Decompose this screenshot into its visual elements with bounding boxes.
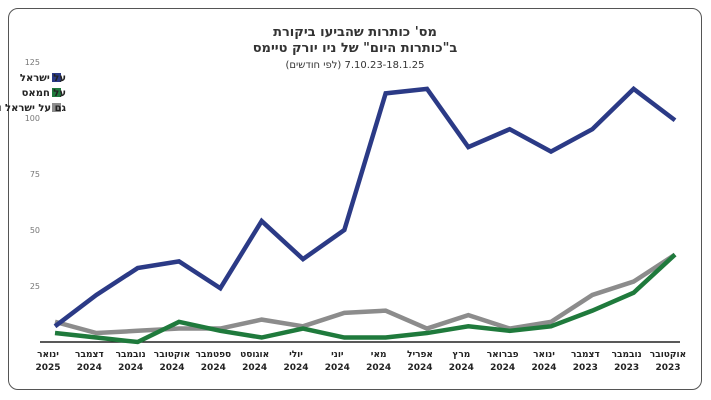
x-tick-month: מאי [371, 350, 387, 360]
x-tick-month: יולי [289, 350, 303, 360]
x-tick-month: נובמבר [612, 350, 642, 360]
legend-swatch-1 [52, 88, 61, 97]
x-tick-year: 2024 [77, 363, 102, 373]
legend: על ישראל על חמאס גם על ישראל וגם על חמאס [0, 73, 67, 114]
x-tick-year: 2024 [407, 363, 432, 373]
legend-swatch-0 [52, 73, 61, 82]
y-tick-label: 125 [25, 58, 40, 67]
x-tick-year: 2024 [366, 363, 391, 373]
x-tick-year: 2025 [35, 363, 60, 373]
series-line-0 [53, 85, 677, 329]
x-tick-year: 2024 [449, 363, 474, 373]
x-tick-month: אוקטובר [154, 350, 190, 360]
y-tick-label: 100 [25, 114, 40, 123]
x-tick-year: 2024 [159, 363, 184, 373]
y-tick-label: 75 [30, 170, 40, 179]
x-tick-month: אוקטובר [650, 350, 686, 360]
x-tick-month: ספטמבר [196, 350, 232, 360]
series-layer [53, 85, 677, 345]
x-tick-year: 2024 [325, 363, 350, 373]
x-tick-year: 2024 [283, 363, 308, 373]
x-tick-month: מרץ [452, 350, 470, 360]
chart-title-line2: ב"כותרות היום" של ניו יורק טיימס [253, 41, 458, 56]
x-tick-year: 2023 [573, 363, 598, 373]
x-tick-month: דצמבר [571, 350, 600, 360]
series-line-1 [54, 252, 677, 345]
x-tick-month: אוגוסט [240, 350, 269, 360]
x-tick-month: דצמבר [75, 350, 104, 360]
x-tick-month: פברואר [487, 350, 519, 360]
x-tick-year: 2024 [531, 363, 556, 373]
chart-title: מס' כותרות שהביעו ביקורת [273, 25, 437, 40]
x-tick-month: אפריל [407, 350, 433, 360]
x-tick-month: יוני [331, 350, 344, 360]
chart-subtitle: 7.10.23-18.1.25 (לפי חודשים) [286, 60, 425, 71]
x-tick-month: נובמבר [116, 350, 146, 360]
y-tick-label: 50 [30, 226, 40, 235]
x-tick-year: 2023 [614, 363, 639, 373]
x-tick-month: ינואר [37, 350, 59, 360]
x-tick-year: 2024 [118, 363, 143, 373]
x-tick-month: ינואר [533, 350, 555, 360]
legend-swatch-2 [52, 103, 61, 112]
axes: 25 50 75 100 125 ינואר 2025 דצמבר 2024 נובמבר 2024… [25, 58, 686, 373]
chart-titles: מס' כותרות שהביעו ביקורת ב"כותרות היום" … [253, 25, 458, 71]
legend-label-0: על ישראל [20, 73, 66, 84]
y-tick-label: 25 [30, 282, 40, 291]
x-tick-year: 2023 [655, 363, 680, 373]
x-tick-year: 2024 [242, 363, 267, 373]
legend-label-2: גם על ישראל וגם על חמאס [0, 103, 67, 114]
x-tick-year: 2024 [201, 363, 226, 373]
legend-label-1: על חמאס [22, 88, 66, 99]
x-tick-year: 2024 [490, 363, 515, 373]
